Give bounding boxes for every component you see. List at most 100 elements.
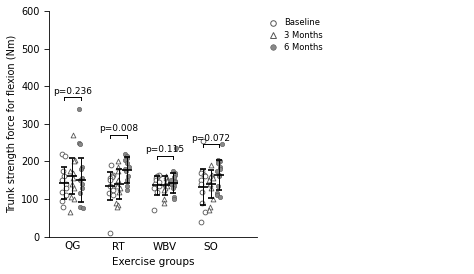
Point (69, 170, 76, 175)
Point (59, 169, 67, 173)
Point (213, 193, 221, 198)
Point (123, 178, 131, 182)
Point (71, 157, 79, 162)
Point (77, 167, 84, 171)
Point (172, 146, 179, 150)
Point (163, 184, 171, 188)
Point (216, 165, 224, 169)
Point (105, 191, 112, 196)
Point (122, 169, 130, 173)
Point (153, 175, 161, 179)
Point (205, 178, 213, 182)
Point (160, 197, 168, 201)
Point (124, 174, 131, 179)
Point (162, 176, 169, 181)
Point (163, 178, 171, 182)
Point (161, 182, 168, 186)
Point (170, 175, 178, 179)
Point (106, 184, 114, 188)
Point (171, 172, 179, 177)
Point (112, 182, 120, 186)
Point (76, 191, 84, 196)
Point (151, 182, 159, 186)
Point (207, 175, 214, 179)
Point (59, 152, 66, 156)
Point (200, 139, 207, 143)
Point (198, 178, 205, 182)
Point (69, 133, 77, 137)
Point (153, 173, 161, 178)
Point (63, 182, 70, 186)
Point (114, 202, 121, 207)
Point (167, 182, 174, 186)
Point (150, 208, 158, 213)
Point (162, 185, 169, 190)
Point (201, 174, 209, 179)
Point (155, 184, 163, 188)
Point (153, 178, 160, 182)
Point (71, 159, 78, 164)
Point (153, 189, 161, 194)
Legend: Baseline, 3 Months, 6 Months: Baseline, 3 Months, 6 Months (261, 15, 326, 55)
Point (75, 107, 82, 111)
Point (115, 178, 122, 182)
Point (215, 161, 222, 165)
Point (170, 195, 177, 199)
Point (123, 184, 131, 188)
Point (113, 204, 121, 209)
Y-axis label: Trunk strength force for flexion (Nm): Trunk strength force for flexion (Nm) (7, 35, 17, 213)
Point (123, 155, 130, 160)
Point (209, 176, 216, 181)
Point (201, 172, 208, 177)
Point (199, 189, 206, 194)
Point (69, 182, 76, 186)
Point (198, 182, 205, 186)
Point (109, 172, 117, 177)
Point (75, 140, 82, 145)
Point (66, 210, 74, 214)
Point (124, 161, 131, 165)
Point (106, 176, 114, 181)
Point (172, 170, 179, 175)
Point (160, 201, 168, 205)
Point (79, 176, 86, 181)
Point (155, 172, 163, 177)
Text: p=0.008: p=0.008 (99, 124, 138, 133)
Point (121, 152, 128, 156)
Point (170, 184, 178, 188)
Point (217, 167, 224, 171)
Point (58, 199, 66, 203)
Point (155, 180, 162, 184)
Point (78, 185, 86, 190)
Point (206, 182, 213, 186)
Point (218, 142, 226, 147)
Point (123, 187, 130, 192)
Point (70, 185, 78, 190)
Point (59, 204, 67, 209)
Point (106, 178, 114, 182)
Text: p=0.236: p=0.236 (53, 87, 92, 96)
Point (216, 159, 224, 164)
Point (198, 219, 205, 224)
Point (115, 159, 122, 164)
Point (58, 189, 65, 194)
Point (107, 163, 115, 167)
Point (106, 231, 114, 235)
Point (109, 193, 117, 198)
Point (69, 176, 76, 181)
Point (108, 175, 116, 179)
Point (151, 185, 158, 190)
Point (125, 165, 132, 169)
Text: p=0.072: p=0.072 (191, 134, 231, 142)
Point (214, 157, 221, 162)
Point (76, 142, 83, 147)
Point (164, 179, 171, 183)
Point (214, 184, 221, 188)
Point (121, 167, 129, 171)
Point (208, 174, 215, 179)
Point (63, 193, 70, 198)
Point (62, 153, 69, 158)
Point (78, 182, 86, 186)
Point (80, 206, 87, 211)
Point (215, 172, 222, 177)
